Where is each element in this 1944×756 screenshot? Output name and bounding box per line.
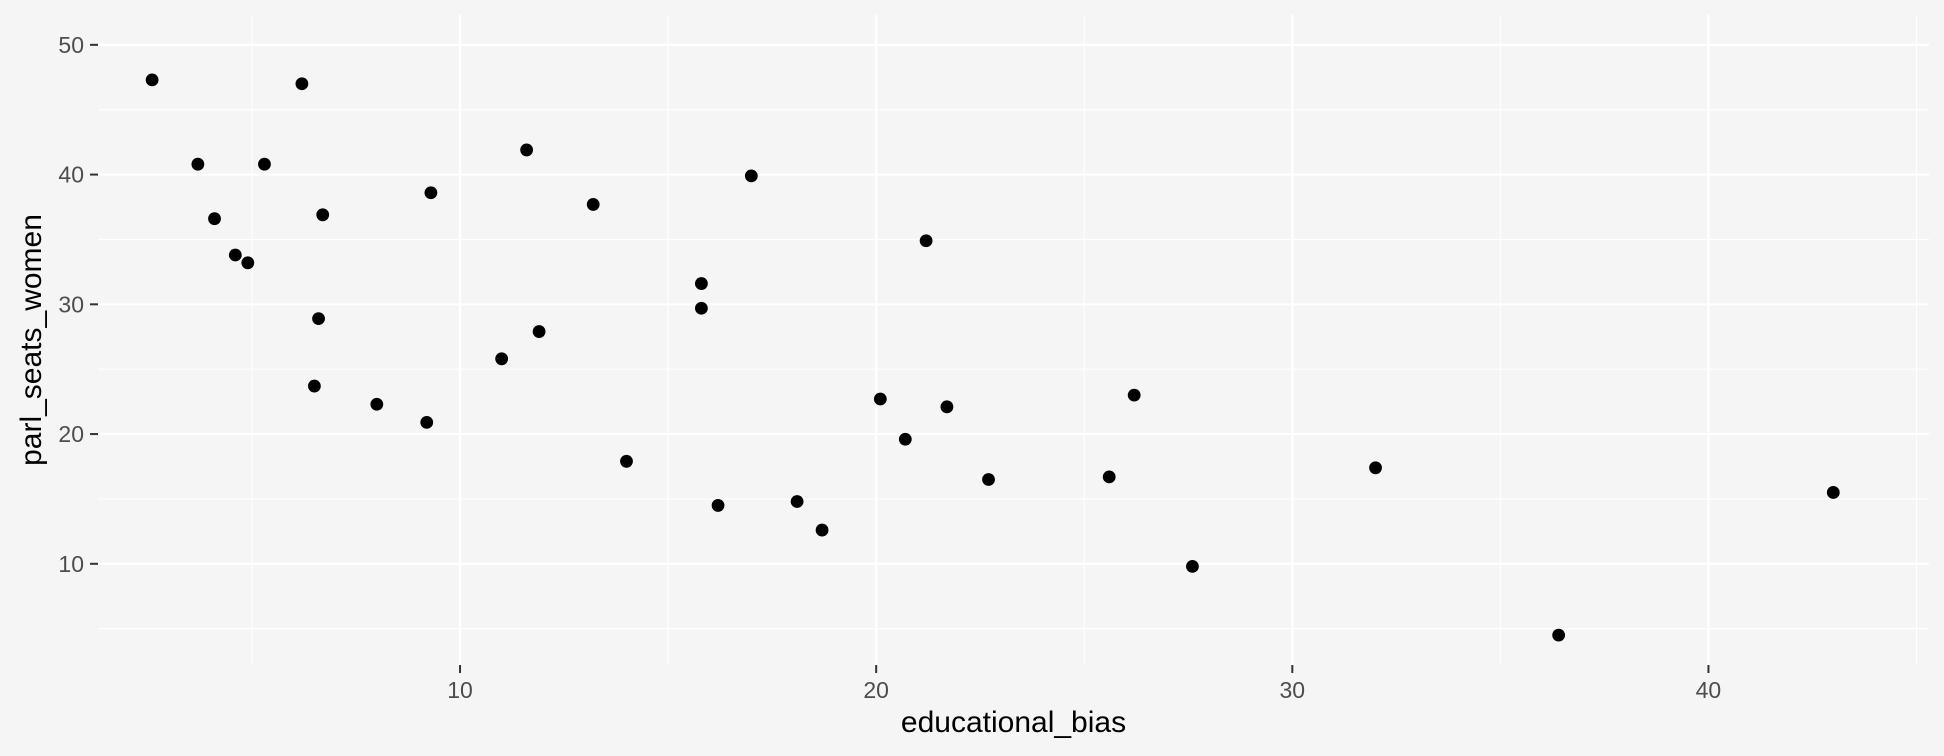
data-point	[208, 212, 221, 226]
data-point	[694, 301, 708, 315]
y-axis: 10 20 30 40 50	[58, 32, 98, 577]
data-point	[694, 277, 708, 290]
data-point	[790, 495, 804, 508]
x-tick-label: 10	[447, 677, 473, 703]
y-tick-label: 30	[58, 291, 84, 317]
data-point	[1552, 628, 1566, 642]
minor-gridlines	[98, 15, 1929, 665]
data-point	[520, 143, 534, 157]
x-tick-label: 30	[1280, 677, 1306, 703]
data-point	[1127, 388, 1141, 402]
data-point	[307, 379, 321, 393]
data-point	[982, 473, 995, 486]
data-point	[191, 157, 205, 171]
data-point	[940, 400, 954, 414]
x-tick-label: 40	[1696, 677, 1722, 703]
data-point	[258, 157, 271, 171]
data-point	[495, 352, 509, 366]
y-tick-label: 20	[58, 421, 84, 447]
data-point	[532, 325, 546, 338]
data-point	[873, 392, 887, 406]
data-point	[420, 415, 434, 429]
data-point	[241, 256, 255, 270]
data-point	[1102, 470, 1116, 484]
data-point	[312, 312, 325, 325]
data-point	[815, 523, 829, 537]
x-axis-title: educational_bias	[901, 706, 1126, 739]
data-point	[744, 169, 758, 183]
data-point	[370, 397, 384, 411]
data-point	[228, 248, 242, 262]
y-tick-label: 50	[58, 32, 84, 58]
data-point	[295, 77, 309, 91]
data-point	[1826, 486, 1840, 499]
major-gridlines	[98, 15, 1929, 665]
x-tick-label: 20	[863, 677, 889, 703]
data-point	[586, 198, 600, 211]
y-tick-label: 10	[58, 551, 84, 577]
y-tick-label: 40	[58, 162, 84, 188]
data-point	[316, 208, 330, 222]
data-point	[898, 432, 912, 446]
data-point	[1186, 559, 1199, 573]
data-point	[919, 234, 933, 248]
data-point	[620, 454, 633, 468]
x-axis: 10 20 30 40	[447, 665, 1721, 703]
data-points	[145, 73, 1840, 642]
data-point	[424, 186, 438, 200]
data-point	[711, 499, 725, 512]
y-axis-title: parl_seats_women	[15, 214, 48, 466]
data-point	[1369, 461, 1382, 475]
data-point	[145, 73, 159, 87]
